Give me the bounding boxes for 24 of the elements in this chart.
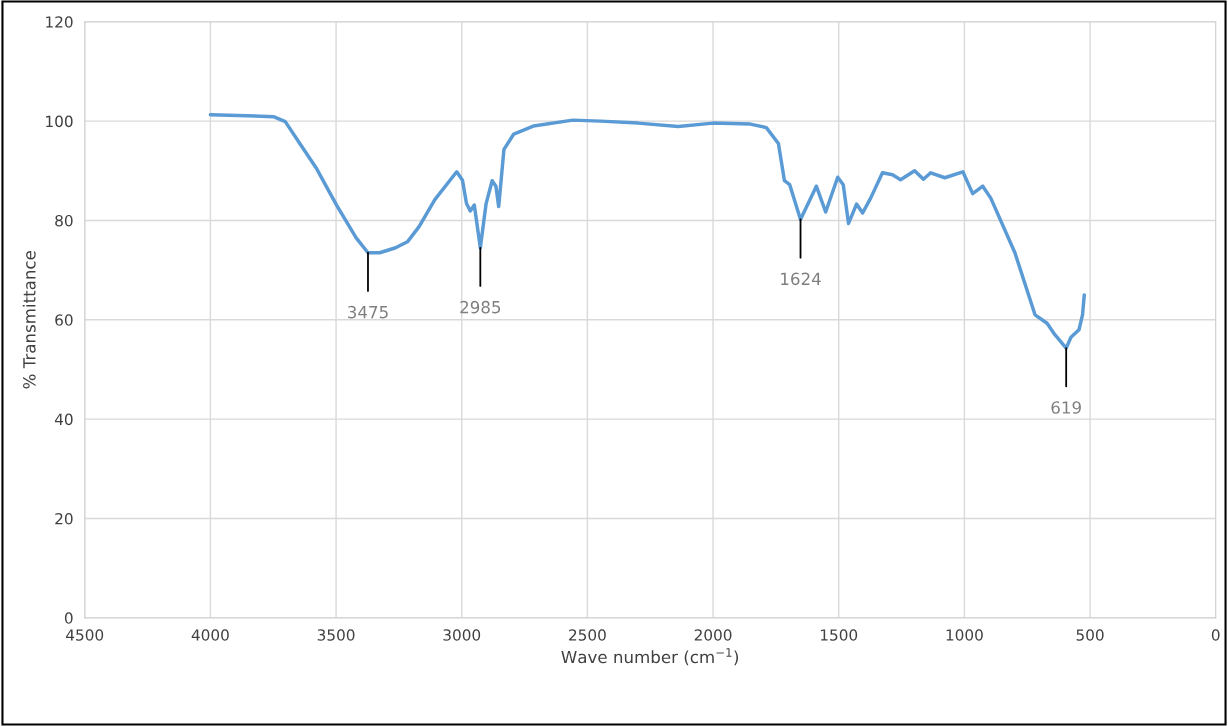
y-tick-label: 40 (54, 413, 73, 426)
y-tick-label: 100 (46, 115, 73, 128)
x-tick-label: 2000 (694, 629, 732, 641)
x-tick-label: 0 (1211, 629, 1220, 641)
y-tick-label: 80 (55, 214, 73, 227)
y-tick-label: 120 (46, 16, 73, 28)
x-tick-label: 1500 (820, 629, 858, 641)
annotation: 3475 (348, 305, 388, 319)
x-tick-label: 1000 (946, 629, 983, 641)
x-tick-label: 3000 (443, 629, 481, 641)
x-tick-label: 2500 (569, 629, 606, 641)
x-axis-title: Wave number (cm$^{−1}$) (561, 648, 739, 666)
x-tick-label: 3500 (317, 629, 355, 641)
annotation: 2985 (460, 300, 501, 314)
annotation: 1624 (781, 272, 821, 286)
line-series (208, 112, 1087, 350)
annotation: 619 (1051, 401, 1081, 414)
y-tick-label: 60 (55, 314, 73, 326)
x-tick-label: 500 (1076, 629, 1104, 641)
y-tick-label: 20 (55, 512, 73, 525)
x-tick-label: 4000 (191, 629, 229, 641)
y-axis-title: % Transmittance (22, 251, 36, 389)
x-tick-label: 4500 (66, 629, 104, 641)
y-tick-label: 0 (64, 612, 73, 624)
